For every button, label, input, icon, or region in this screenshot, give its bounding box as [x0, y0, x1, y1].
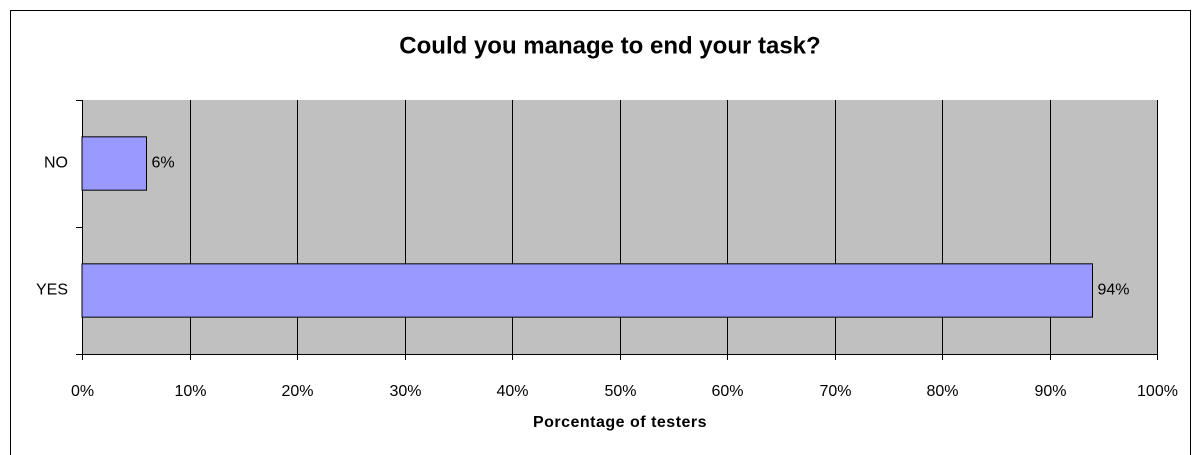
- x-tick-label: 0%: [71, 383, 94, 400]
- x-tick-label: 30%: [389, 383, 421, 400]
- x-tick-label: 80%: [926, 383, 958, 400]
- y-tick-label: NO: [44, 155, 68, 172]
- x-tick-label: 10%: [174, 383, 206, 400]
- x-tick-label: 100%: [1137, 383, 1178, 400]
- value-label: 6%: [152, 155, 175, 172]
- value-label: 94%: [1098, 282, 1130, 299]
- x-axis-title: Porcentage of testers: [533, 414, 707, 431]
- bar: [81, 263, 1093, 318]
- x-tick-label: 20%: [281, 383, 313, 400]
- y-tick-label: YES: [36, 282, 68, 299]
- x-tick-label: 70%: [819, 383, 851, 400]
- x-tick-label: 50%: [604, 383, 636, 400]
- chart-title: Could you manage to end your task?: [399, 32, 820, 59]
- bar: [81, 136, 147, 191]
- x-tick-label: 60%: [711, 383, 743, 400]
- x-tick-label: 40%: [496, 383, 528, 400]
- x-tick-label: 90%: [1034, 383, 1066, 400]
